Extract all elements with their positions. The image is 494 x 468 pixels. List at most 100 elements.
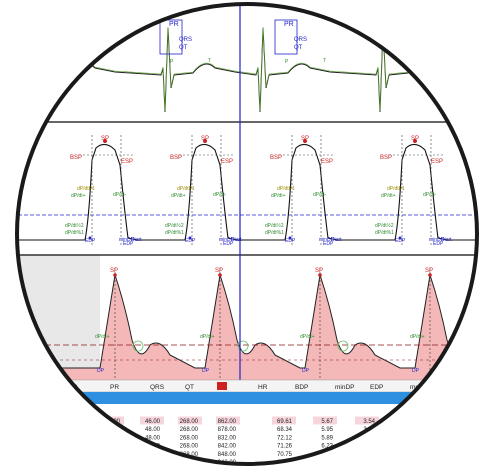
dpdt-pct-marker: dP/dt%1 bbox=[375, 230, 394, 236]
sp-marker: SP bbox=[101, 136, 109, 142]
bsp-marker: BSP bbox=[70, 155, 82, 161]
header-color-swatch bbox=[217, 382, 227, 390]
sp-marker: SP bbox=[411, 136, 419, 142]
start-marker: Start bbox=[231, 237, 242, 243]
bp-sp-point bbox=[218, 273, 222, 277]
table-cell: 46.00 bbox=[145, 419, 161, 425]
bsp-marker: BSP bbox=[380, 155, 392, 161]
pr-marker: PR bbox=[169, 21, 179, 28]
qrs-marker: QRS bbox=[179, 37, 192, 43]
dpdt-max-marker: dP/dt+ bbox=[171, 193, 186, 199]
start-marker: Start bbox=[131, 237, 142, 243]
bp-sp-marker: SP bbox=[215, 268, 223, 274]
edp-point bbox=[88, 236, 92, 240]
table-cell: 46.00 bbox=[145, 460, 161, 466]
edp-point bbox=[398, 236, 402, 240]
ecg-interval-box bbox=[159, 19, 183, 55]
header-hr: HR bbox=[258, 384, 268, 391]
table-cell: 69.61 bbox=[277, 419, 293, 425]
table-cell: 3.62 bbox=[363, 444, 375, 450]
dpdt-min-marker: dP/dt- bbox=[213, 192, 227, 198]
table-cell: 878.00 bbox=[218, 427, 237, 433]
bsp-marker: BSP bbox=[170, 155, 182, 161]
table-cell: 123.00 bbox=[102, 427, 121, 433]
bp-dpdt-marker: dP/dt+ bbox=[300, 334, 315, 340]
table-cell: 270.00 bbox=[180, 460, 199, 466]
sp-point bbox=[413, 139, 417, 143]
table-cell: 11.23 bbox=[397, 419, 412, 425]
table-cell: 268.00 bbox=[180, 435, 199, 441]
dpdt-max-marker: dP/dt+ bbox=[271, 193, 286, 199]
table-cell: 70.75 bbox=[277, 452, 293, 458]
header-bdp: BDP bbox=[295, 384, 308, 391]
dpdt-pct-marker: dP/dt%1 bbox=[65, 230, 84, 236]
start-marker: Start bbox=[331, 237, 342, 243]
edp-marker: EDP bbox=[85, 238, 96, 244]
bp-dpdt-marker: dP/dt+ bbox=[95, 334, 110, 340]
bp-sp-marker: SP bbox=[315, 268, 323, 274]
selected-cell bbox=[216, 416, 240, 425]
dpdt-max-marker: dP/dt+ bbox=[71, 193, 86, 199]
sp-point bbox=[103, 139, 107, 143]
mindp-marker: minDP bbox=[119, 237, 135, 243]
dpdt-p1-marker: dP/dtP1 bbox=[77, 186, 95, 192]
p-marker: P bbox=[285, 59, 289, 65]
bp-sp-point bbox=[318, 273, 322, 277]
edp-marker: EDP bbox=[185, 238, 196, 244]
dicrotic-notch-marker bbox=[237, 340, 249, 352]
table-cell: 11.18 bbox=[397, 435, 412, 441]
table-cell: 5.95 bbox=[321, 427, 333, 433]
pr-marker: PR bbox=[284, 21, 294, 28]
horizontal-scrollbar[interactable] bbox=[0, 392, 494, 404]
bp-sp-marker: SP bbox=[425, 268, 433, 274]
edp-marker: EDP bbox=[433, 241, 444, 247]
dpdt-half-marker: dP/dt½2 bbox=[65, 222, 84, 229]
header-qrs: QRS bbox=[150, 384, 165, 391]
selected-cell bbox=[178, 416, 202, 425]
table-cell: 121.00 bbox=[102, 435, 121, 441]
table-cell: 68.34 bbox=[277, 427, 293, 433]
table-cell: 848.00 bbox=[218, 452, 237, 458]
table-cell: 122.00 bbox=[102, 460, 121, 466]
sp-marker: SP bbox=[301, 136, 309, 142]
table-cell: 5.89 bbox=[321, 435, 333, 441]
esp-marker: ESP bbox=[431, 159, 443, 165]
dpdt-pct-marker: dP/dt%1 bbox=[165, 230, 184, 236]
bp-dpdt-marker: dP/dt+ bbox=[200, 334, 215, 340]
selected-cell bbox=[140, 416, 164, 425]
bp-sp-point bbox=[113, 273, 117, 277]
ecg-interval-box bbox=[274, 19, 298, 55]
table-cell: 3.73 bbox=[363, 452, 375, 458]
lv-pressure-trace bbox=[17, 143, 477, 241]
dpdt-p1-marker: dP/dtP1 bbox=[387, 186, 405, 192]
bp-sp-marker: SP bbox=[110, 268, 118, 274]
table-cell: 832.00 bbox=[218, 435, 237, 441]
edp-marker: EDP bbox=[223, 241, 234, 247]
qrs-marker: QRS bbox=[294, 37, 307, 43]
bp-dp-marker: DP bbox=[302, 368, 310, 374]
table-cell: 6.50 bbox=[321, 460, 333, 466]
bp-area bbox=[17, 275, 477, 380]
esp-marker: ESP bbox=[121, 159, 133, 165]
bp-sp-point bbox=[428, 273, 432, 277]
dpdt-max-marker: dP/dt+ bbox=[381, 193, 396, 199]
dpdt-min-marker: dP/dt- bbox=[423, 192, 437, 198]
table-cell: 48.00 bbox=[145, 427, 161, 433]
edp-marker: EDP bbox=[323, 241, 334, 247]
bsp-marker: BSP bbox=[270, 155, 282, 161]
edp-point bbox=[288, 236, 292, 240]
bp-dp-marker: DP bbox=[202, 368, 210, 374]
table-cell: 48.00 bbox=[145, 452, 161, 458]
table-cell: 5.67 bbox=[321, 419, 333, 425]
table-cell: 6.23 bbox=[321, 444, 333, 450]
sp-marker: SP bbox=[201, 136, 209, 142]
table-cell: 72.12 bbox=[277, 435, 293, 441]
dicrotic-notch-marker bbox=[337, 340, 349, 352]
dpdt-half-marker: dP/dt½2 bbox=[265, 222, 284, 229]
table-cell: 122.00 bbox=[102, 444, 121, 450]
selected-cell bbox=[392, 416, 416, 425]
selected-cell bbox=[355, 416, 379, 425]
table-cell: 48.00 bbox=[145, 435, 161, 441]
